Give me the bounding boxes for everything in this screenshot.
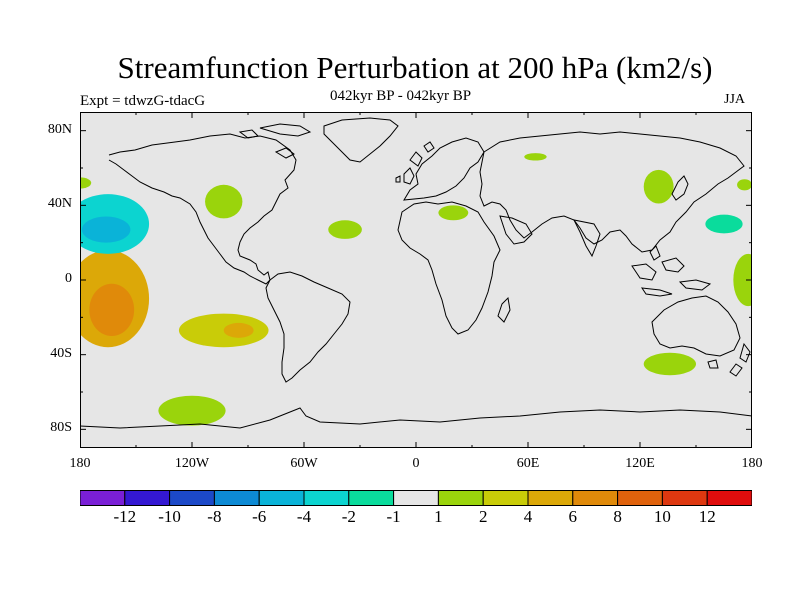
colorbar-box — [124, 490, 171, 506]
anomaly-region-15 — [438, 205, 469, 221]
anomaly-region-8 — [328, 220, 362, 239]
coast-australia — [651, 295, 741, 369]
coast-antarctica — [80, 407, 752, 429]
colorbar-box — [303, 490, 350, 506]
colorbar-label: -6 — [252, 507, 267, 526]
anomaly-region-29 — [737, 179, 752, 191]
anomaly-region-16 — [475, 177, 536, 204]
coast-british-isles — [395, 167, 415, 185]
anomaly-region-25 — [643, 169, 674, 204]
anomaly-region-5 — [223, 322, 254, 338]
coast-africa — [397, 201, 501, 335]
lat-label: 40N — [47, 196, 72, 212]
colorbar-box — [437, 490, 484, 506]
lat-label: 80S — [50, 420, 72, 436]
colorbar-label: -1 — [386, 507, 401, 526]
colorbar-box — [482, 490, 529, 506]
lon-label: 180 — [741, 456, 763, 471]
anomaly-region-3 — [81, 216, 131, 243]
colorbar-box — [258, 490, 305, 506]
plot-title: Streamfunction Perturbation at 200 hPa (… — [117, 50, 713, 85]
colorbar-boxes — [80, 490, 752, 506]
coast-se-asia-islands — [631, 245, 712, 297]
coast-europe — [403, 137, 485, 201]
anomaly-region-18 — [434, 300, 502, 335]
lat-label: 40S — [50, 345, 72, 361]
coast-arabia — [499, 215, 533, 245]
colorbar-box — [169, 490, 215, 506]
anomaly-region-11 — [158, 395, 226, 426]
coast-madagascar — [497, 296, 511, 323]
coast-south-america — [265, 271, 351, 383]
colorbar-label: -12 — [113, 507, 137, 526]
anomaly-region-9 — [320, 294, 344, 340]
coast-new-zealand — [729, 342, 751, 377]
colorbar-box — [661, 490, 708, 506]
coastlines — [80, 117, 752, 429]
anomaly-region-28 — [733, 143, 752, 155]
tick-marks — [80, 112, 752, 448]
anomaly-region-20 — [563, 298, 631, 344]
anomaly-region-17 — [524, 153, 547, 161]
coast-arctic-islands — [238, 123, 312, 159]
coast-japan — [671, 175, 689, 201]
anomaly-region-14 — [373, 158, 422, 200]
period-label: 042kyr BP - 042kyr BP — [330, 88, 472, 104]
colorbar-box — [706, 490, 752, 506]
experiment-label: Expt = tdwzG-tdacG — [80, 93, 206, 109]
colorbar-label: -8 — [207, 507, 222, 526]
colorbar-box — [348, 490, 395, 506]
anomaly-region-4 — [178, 313, 269, 348]
lat-label: 0 — [65, 271, 72, 286]
colorbar-box — [80, 490, 126, 506]
anomaly-region-13 — [80, 177, 92, 189]
lon-label: 60E — [516, 456, 540, 471]
anomaly-region-27 — [733, 253, 752, 307]
colorbar-label: 4 — [523, 507, 533, 526]
anomaly-region-6 — [205, 184, 243, 219]
map-panel — [80, 112, 752, 448]
colorbar-box — [393, 490, 439, 506]
anomaly-region-1 — [89, 283, 135, 336]
anomaly-layer — [80, 143, 752, 426]
colorbar-box — [527, 490, 574, 506]
coast-asia — [479, 131, 745, 253]
colorbar-label: -2 — [341, 507, 356, 526]
anomaly-region-7 — [264, 186, 299, 210]
colorbar-box — [213, 490, 260, 506]
colorbar-label: 8 — [613, 507, 622, 526]
lat-label: 80N — [47, 121, 72, 137]
lon-label: 120W — [174, 456, 210, 471]
season-label: JJA — [724, 92, 746, 107]
colorbar — [80, 490, 752, 506]
colorbar-label: 12 — [698, 507, 716, 526]
anomaly-region-21 — [643, 352, 696, 376]
anomaly-region-24 — [705, 214, 743, 234]
anomaly-region-26 — [576, 397, 629, 417]
anomaly-region-12 — [83, 153, 107, 165]
colorbar-label: 2 — [478, 507, 488, 526]
colorbar-label: 1 — [434, 507, 443, 526]
lon-label: 120E — [625, 456, 655, 471]
colorbar-label: -4 — [296, 507, 312, 526]
coast-india — [573, 219, 601, 258]
colorbar-box — [617, 490, 663, 506]
colorbar-box — [572, 490, 619, 506]
lon-label: 0 — [412, 456, 420, 471]
colorbar-label: -10 — [158, 507, 181, 526]
lon-label: 60W — [290, 456, 318, 471]
colorbar-label: 6 — [568, 507, 578, 526]
coast-greenland — [323, 117, 399, 163]
colorbar-label: 10 — [653, 507, 671, 526]
anomaly-region-22 — [688, 315, 741, 350]
lon-label: 180 — [69, 456, 91, 471]
